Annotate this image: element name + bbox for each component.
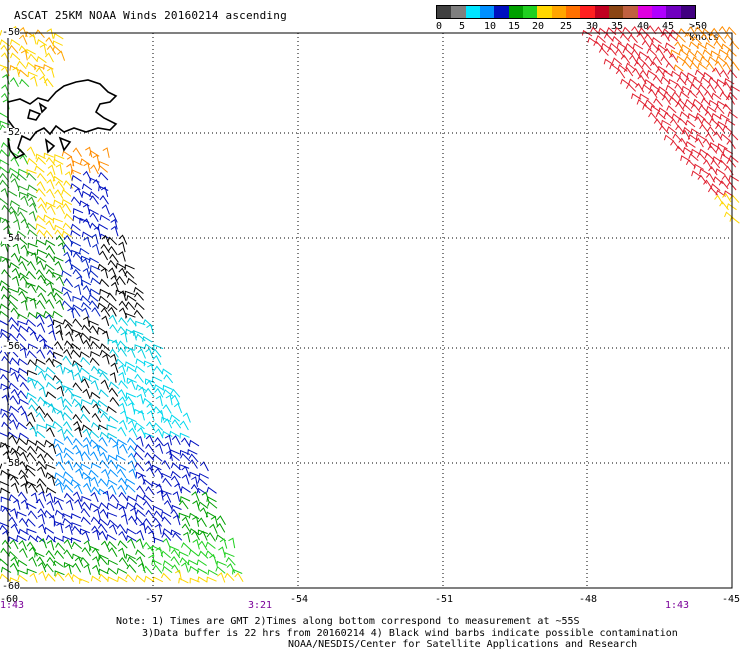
wind-barbs: [0, 25, 740, 584]
lon-label-48: -48: [579, 594, 598, 605]
map-title: ASCAT 25KM NOAA Winds 20160214 ascending: [14, 9, 287, 22]
colorbar-label: >50 knots: [689, 21, 720, 43]
colorbar-label: 0: [436, 21, 443, 32]
colorbar-label: 10: [484, 21, 497, 32]
lat-label-52: -52: [2, 127, 21, 138]
falkland-islands-coastline: [7, 79, 118, 160]
lat-label-56: -56: [2, 341, 21, 352]
colorbar-segment: [494, 6, 509, 18]
colorbar-segment: [565, 6, 581, 18]
colorbar-segment: [465, 6, 480, 18]
lon-label-60: -60: [0, 594, 19, 605]
lat-label-58: -58: [2, 458, 21, 469]
time-label-right: 1:43: [665, 600, 690, 611]
colorbar-segment: [637, 6, 652, 18]
note-line-3: NOAA/NESDIS/Center for Satellite Applica…: [288, 639, 638, 650]
colorbar-label: 15: [508, 21, 521, 32]
colorbar-segment: [522, 6, 538, 18]
colorbar-segment: [508, 6, 523, 18]
colorbar-label: 5: [459, 21, 466, 32]
time-label-left: 1:43: [0, 600, 25, 611]
lat-label-60: -60: [2, 581, 21, 592]
colorbar-label: 45: [662, 21, 675, 32]
colorbar-segment: [551, 6, 566, 18]
lon-label-54: -54: [290, 594, 309, 605]
lat-label-50: -50: [2, 27, 21, 38]
colorbar-segment: [537, 6, 552, 18]
colorbar-segment: [651, 6, 667, 18]
time-label-mid: 3:21: [248, 600, 273, 611]
colorbar-label: 35: [611, 21, 624, 32]
lon-label-45: -45: [722, 594, 740, 605]
colorbar-segment: [608, 6, 624, 18]
colorbar-label: 40: [637, 21, 650, 32]
note-line-1: Note: 1) Times are GMT 2)Times along bot…: [116, 616, 580, 627]
colorbar-label: 20: [532, 21, 545, 32]
colorbar-label: 25: [560, 21, 573, 32]
note-line-2: 3)Data buffer is 22 hrs from 20160214 4)…: [142, 628, 678, 639]
colorbar-segment: [623, 6, 638, 18]
lat-label-54: -54: [2, 233, 21, 244]
wind-speed-colorbar: [436, 5, 696, 19]
colorbar-label: 30: [586, 21, 599, 32]
colorbar-segment: [437, 6, 452, 18]
lon-label-51: -51: [435, 594, 454, 605]
colorbar-segment: [451, 6, 466, 18]
colorbar-segment: [594, 6, 609, 18]
colorbar-segment: [479, 6, 495, 18]
colorbar-segment: [580, 6, 595, 18]
lat-lon-grid: [8, 33, 732, 588]
colorbar-segment: [666, 6, 681, 18]
lon-label-57: -57: [145, 594, 164, 605]
colorbar-segment: [680, 6, 695, 18]
